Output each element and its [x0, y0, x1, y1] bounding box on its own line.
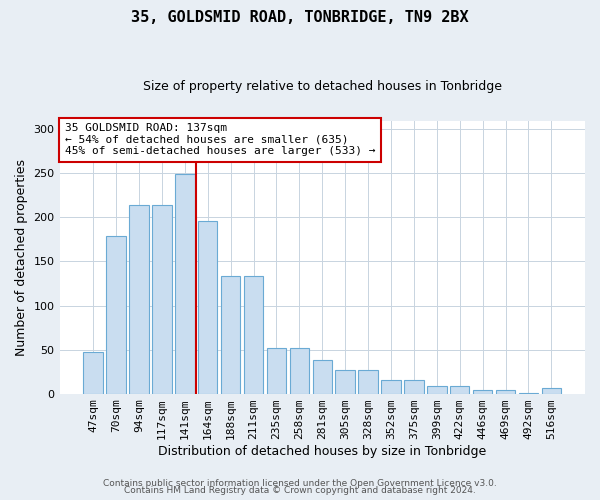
Bar [221, 276, 241, 394]
Bar [473, 390, 493, 394]
Text: 35, GOLDSMID ROAD, TONBRIDGE, TN9 2BX: 35, GOLDSMID ROAD, TONBRIDGE, TN9 2BX [131, 10, 469, 25]
Bar [175, 174, 194, 394]
X-axis label: Distribution of detached houses by size in Tonbridge: Distribution of detached houses by size … [158, 444, 487, 458]
Bar [152, 205, 172, 394]
Bar [496, 390, 515, 394]
Bar [290, 348, 309, 394]
Bar [198, 221, 217, 394]
Bar [450, 386, 469, 394]
Bar [519, 392, 538, 394]
Text: Contains public sector information licensed under the Open Government Licence v3: Contains public sector information licen… [103, 478, 497, 488]
Bar [83, 352, 103, 394]
Text: Contains HM Land Registry data © Crown copyright and database right 2024.: Contains HM Land Registry data © Crown c… [124, 486, 476, 495]
Text: 35 GOLDSMID ROAD: 137sqm
← 54% of detached houses are smaller (635)
45% of semi-: 35 GOLDSMID ROAD: 137sqm ← 54% of detach… [65, 124, 375, 156]
Bar [106, 236, 126, 394]
Bar [129, 205, 149, 394]
Bar [542, 388, 561, 394]
Title: Size of property relative to detached houses in Tonbridge: Size of property relative to detached ho… [143, 80, 502, 93]
Bar [381, 380, 401, 394]
Bar [313, 360, 332, 394]
Bar [244, 276, 263, 394]
Bar [335, 370, 355, 394]
Bar [404, 380, 424, 394]
Bar [427, 386, 446, 394]
Bar [267, 348, 286, 394]
Bar [358, 370, 378, 394]
Y-axis label: Number of detached properties: Number of detached properties [15, 158, 28, 356]
